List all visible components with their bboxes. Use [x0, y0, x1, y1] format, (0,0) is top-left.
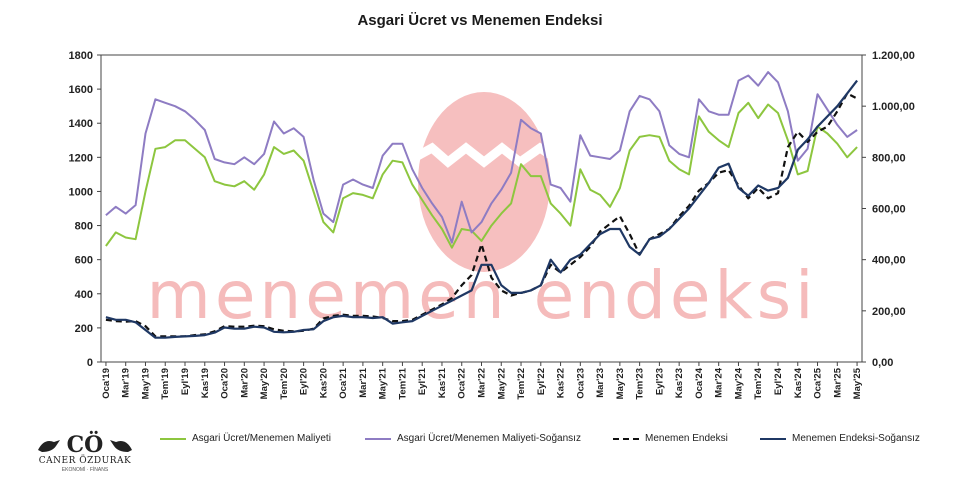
legend-label-s3: Menemen Endeksi	[645, 433, 728, 444]
legend-item-s2: Asgari Ücret/Menemen Maliyeti-Soğansız	[365, 433, 581, 444]
x-tick-label: Mar'19	[121, 368, 132, 398]
bull-bear-icon: CÖ	[38, 430, 132, 458]
y-left-tick-label: 800	[75, 221, 93, 233]
watermark-text: menemen endeksi	[147, 257, 818, 334]
y-right-tick-label: 600,00	[872, 204, 906, 216]
watermark-egg	[418, 92, 550, 272]
x-tick-label: Oca'19	[101, 368, 112, 399]
y-right-tick-label: 0,00	[872, 357, 893, 369]
y-left-tick-label: 200	[75, 323, 93, 335]
x-tick-label: Oca'22	[457, 368, 468, 399]
chart-title: Asgari Ücret vs Menemen Endeksi	[357, 12, 603, 29]
x-tick-label: Oca'23	[575, 368, 586, 399]
x-tick-label: May'22	[496, 368, 507, 399]
x-tick-label: May'25	[852, 367, 863, 399]
x-tick-label: Kas'24	[793, 367, 804, 398]
x-tick-label: Mar'20	[239, 368, 250, 398]
legend-label-s4: Menemen Endeksi-Soğansız	[792, 433, 920, 444]
x-tick-label: Tem'21	[397, 367, 408, 399]
logo-name: CANER ÖZDURAK	[38, 456, 132, 466]
x-tick-label: May'21	[378, 367, 389, 399]
x-tick-label: Kas'20	[318, 368, 329, 398]
logo-tagline: EKONOMİ · FİNANS	[61, 467, 109, 473]
y-left-tick-label: 1200	[69, 152, 93, 164]
x-tick-label: May'19	[140, 368, 151, 399]
y-left-tick-label: 600	[75, 255, 93, 267]
y-left-tick-label: 1000	[69, 186, 93, 198]
series-line-1	[105, 101, 858, 249]
x-tick-label: Eyl'21	[417, 367, 428, 395]
x-tick-label: Tem'22	[516, 368, 527, 400]
x-tick-label: Mar'25	[832, 367, 843, 397]
watermark-crack	[407, 142, 561, 168]
series-line-2	[105, 71, 858, 244]
x-tick-label: Eyl'22	[536, 368, 547, 395]
y-left-tick-label: 400	[75, 289, 93, 301]
brand-logo: CÖ CANER ÖZDURAK EKONOMİ · FİNANS	[30, 428, 140, 478]
x-tick-label: Tem'20	[279, 368, 290, 400]
y-left-tick-label: 0	[87, 357, 93, 369]
logo-initials: CÖ	[67, 430, 104, 458]
x-tick-label: Kas'19	[200, 368, 211, 398]
legend-label-s1: Asgari Ücret/Menemen Maliyeti	[192, 433, 331, 444]
y-left-tick-label: 1400	[69, 118, 93, 130]
x-tick-label: May'20	[259, 368, 270, 399]
x-tick-label: Oca'25	[813, 367, 824, 398]
x-tick-label: Tem'23	[635, 368, 646, 400]
y-right-tick-label: 400,00	[872, 255, 906, 267]
x-tick-label: Eyl'24	[773, 367, 784, 395]
x-tick-label: May'24	[733, 367, 744, 399]
x-tick-label: Eyl'19	[180, 368, 191, 395]
x-tick-label: Eyl'20	[299, 368, 310, 395]
x-tick-label: Kas'23	[674, 368, 685, 398]
series-line-4	[105, 79, 858, 339]
legend-swatch-s1	[160, 437, 186, 440]
x-tick-label: Mar'22	[477, 368, 488, 398]
x-tick-label: Eyl'23	[654, 368, 665, 395]
y-right-tick-label: 800,00	[872, 152, 906, 164]
legend-item-s3: Menemen Endeksi	[613, 433, 728, 444]
legend-item-s4: Menemen Endeksi-Soğansız	[760, 433, 920, 444]
x-tick-label: Tem'19	[160, 368, 171, 400]
x-tick-label: Tem'24	[753, 367, 764, 399]
chart-svg: menemen endeksi 0 200 400 600 800 1000 1200 1400…	[69, 50, 915, 400]
x-tick-label: Oca'20	[220, 368, 231, 399]
y-right-tick-label: 1.000,00	[872, 101, 915, 113]
y-left-tick-label: 1600	[69, 84, 93, 96]
x-tick-label: Mar'23	[595, 368, 606, 398]
y-right-tick-label: 200,00	[872, 306, 906, 318]
legend-item-s1: Asgari Ücret/Menemen Maliyeti	[160, 433, 331, 444]
y-right-tick-label: 1.200,00	[872, 50, 915, 62]
legend-label-s2: Asgari Ücret/Menemen Maliyeti-Soğansız	[397, 433, 581, 444]
x-tick-label: Mar'21	[358, 367, 369, 397]
x-tick-label: Kas'21	[437, 367, 448, 398]
legend-swatch-s2	[365, 437, 391, 440]
x-tick-label: Mar'24	[714, 367, 725, 397]
x-tick-label: May'23	[615, 368, 626, 399]
x-tick-label: Oca'21	[338, 367, 349, 398]
series-line-3	[105, 92, 858, 338]
y-left-tick-label: 1800	[69, 50, 93, 62]
legend-swatch-s3	[613, 437, 639, 440]
x-tick-label: Kas'22	[556, 368, 567, 398]
legend-swatch-s4	[760, 437, 786, 440]
x-tick-label: Oca'24	[694, 367, 705, 398]
